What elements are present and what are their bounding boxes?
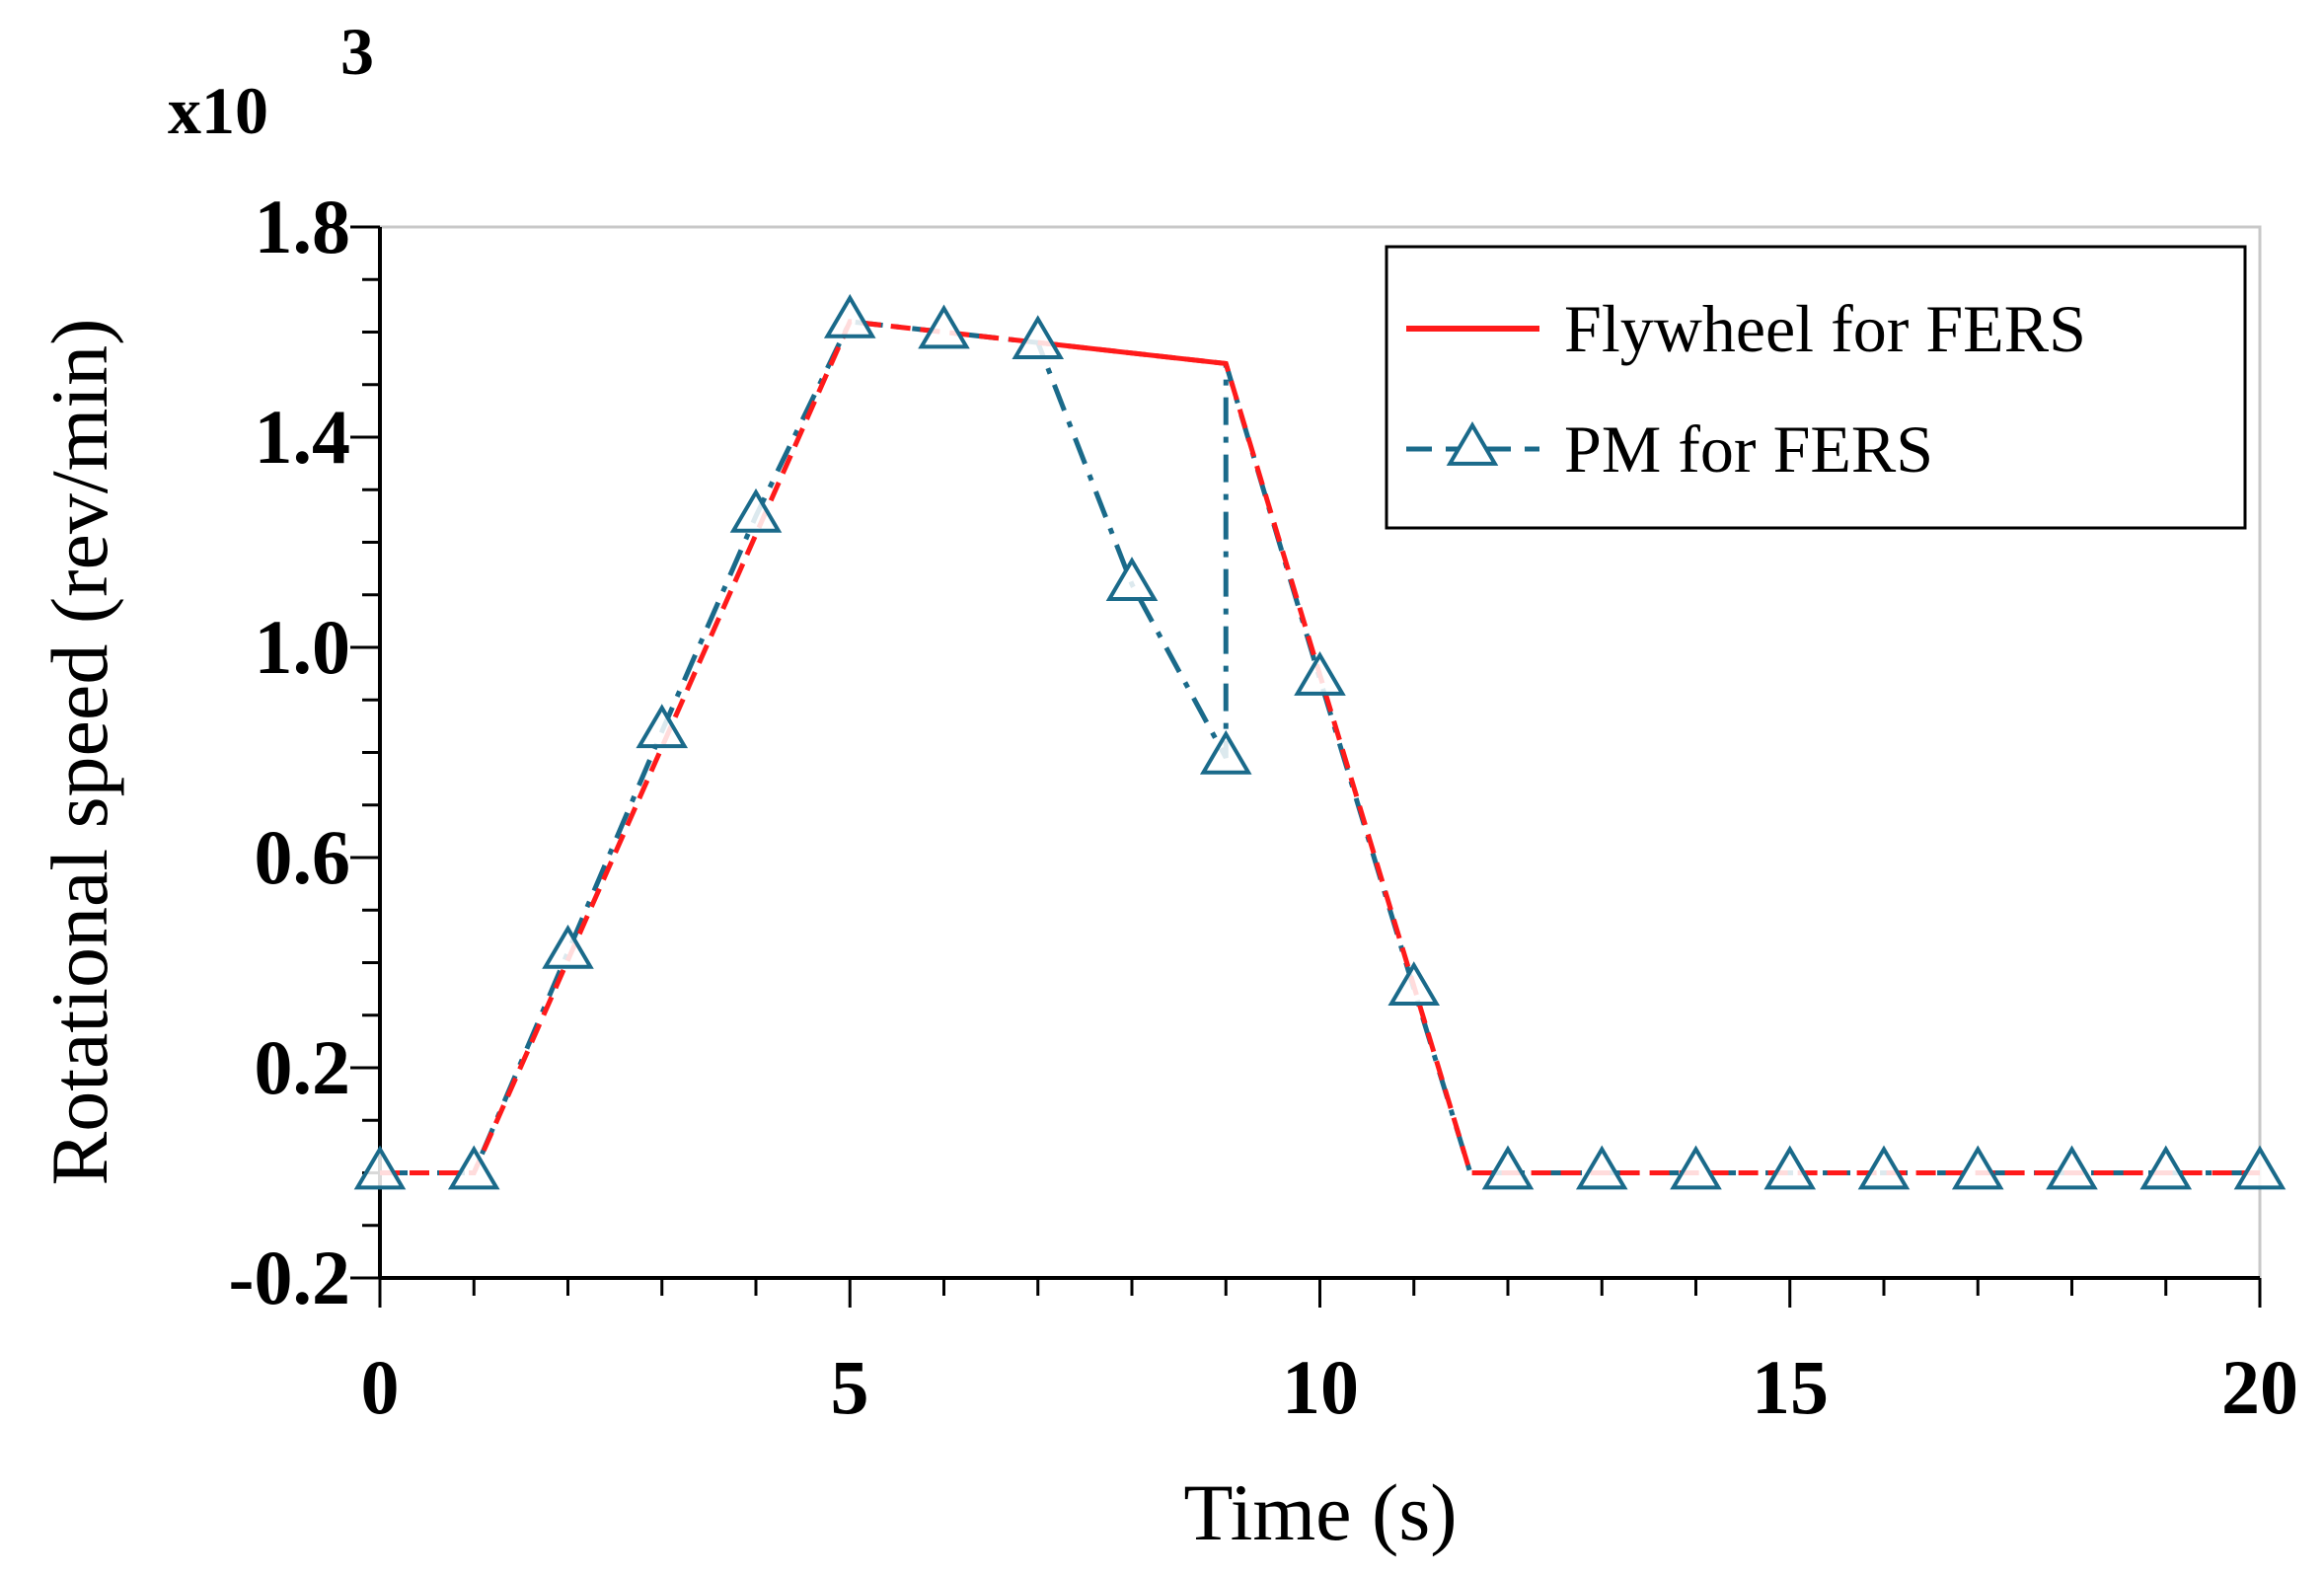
x-tick-label: 0 [361,1344,400,1430]
pm-marker-point [1951,1145,2004,1190]
pm-marker-point [1575,1145,1628,1190]
pm-marker-point [447,1145,500,1190]
x-tick-label: 10 [1282,1344,1359,1430]
x-axis-title: Time (s) [1183,1467,1457,1557]
pm-marker-point [1294,650,1346,696]
pm-marker-point [1857,1145,1911,1190]
pm-marker-point [823,293,876,338]
x-tick-label: 20 [2221,1344,2298,1430]
pm-marker-point [1105,557,1159,601]
major-ticks [350,225,2262,1308]
y-axis-title: Rotational speed (rev/min) [35,319,124,1186]
pm-marker-point [918,304,970,349]
series-layer [353,293,2287,1190]
pm-marker-point [2233,1145,2287,1190]
y-tick-labels: -0.2 0.2 0.6 1.0 1.4 1.8 [229,184,350,1320]
x-tick-labels: 0 5 10 15 20 [361,1344,2299,1430]
pm-marker-point [1012,315,1065,360]
pm-marker-point [1199,729,1252,775]
legend-box [1385,245,2247,530]
series-line-flywheel-plateau [1037,339,1227,366]
y-tick-label: 1.4 [255,394,351,480]
y-multiplier-exponent: 3 [340,14,374,89]
y-tick-label: 1.8 [255,184,351,269]
legend-label-pm: PM for FERS [1564,412,1933,487]
pm-marker-point [1670,1145,1722,1190]
minor-ticks [362,277,2168,1296]
legend: Flywheel for FERS PM for FERS [1385,245,2247,530]
pm-marker-point [729,487,783,533]
legend-label-flywheel: Flywheel for FERS [1564,291,2086,366]
pm-marker-point [2046,1145,2098,1190]
series-line-pm [380,319,2260,1175]
pm-marker-point [636,704,689,749]
pm-marker-point [1763,1145,1817,1190]
y-multiplier-base: x10 [168,73,268,148]
y-tick-label: 0.6 [255,814,351,900]
y-tick-label: 0.2 [255,1024,351,1110]
pm-marker-point [2139,1145,2193,1190]
x-tick-label: 15 [1752,1344,1829,1430]
pm-marker-point [1387,961,1441,1007]
x-tick-label: 5 [831,1344,869,1430]
legend-marker-pm [1446,421,1499,466]
y-tick-label: 1.0 [255,604,351,690]
pm-marker-point [542,924,594,969]
y-tick-label: -0.2 [229,1235,350,1320]
pm-marker-point [1481,1145,1535,1190]
pm-marker-point [353,1145,407,1190]
